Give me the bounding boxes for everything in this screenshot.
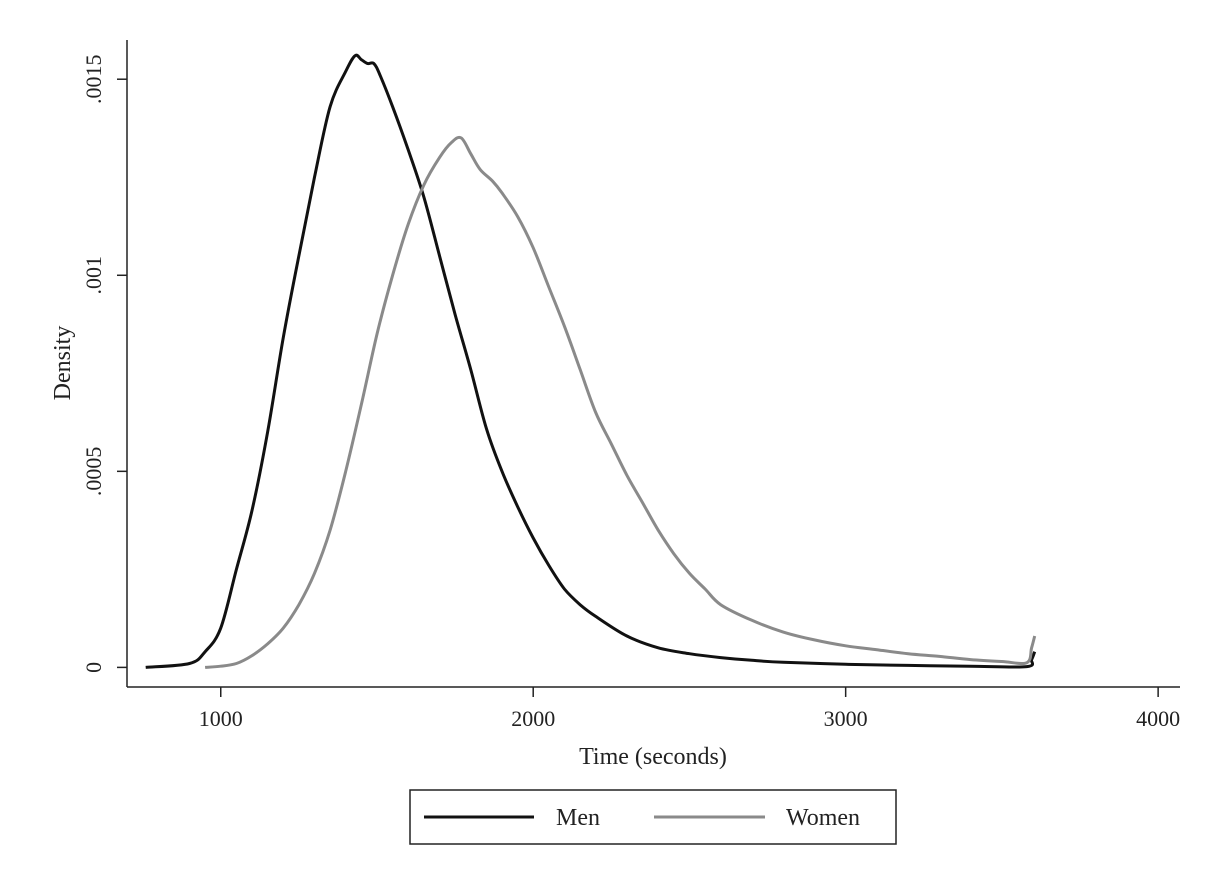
- tick-group: 1000 2000 3000 4000 0 .0005 .001 .0015: [81, 54, 1180, 731]
- y-axis-title: Density: [50, 326, 76, 401]
- x-axis-title: Time (seconds): [579, 744, 727, 770]
- series-line-men: [145, 53, 1037, 669]
- series-layer: [145, 53, 1037, 669]
- y-tick-label: .001: [81, 256, 106, 295]
- series-line-women: [204, 135, 1037, 669]
- y-tick-label: .0005: [81, 447, 106, 497]
- x-tick-label: 1000: [199, 706, 243, 731]
- legend-label-women: Women: [786, 805, 860, 831]
- y-tick-label: .0015: [81, 54, 106, 104]
- y-tick-label: 0: [81, 662, 106, 673]
- x-tick-label: 2000: [511, 706, 555, 731]
- x-tick-label: 3000: [824, 706, 868, 731]
- legend: Men Women: [409, 789, 897, 845]
- x-tick-label: 4000: [1136, 706, 1180, 731]
- legend-label-men: Men: [556, 805, 600, 831]
